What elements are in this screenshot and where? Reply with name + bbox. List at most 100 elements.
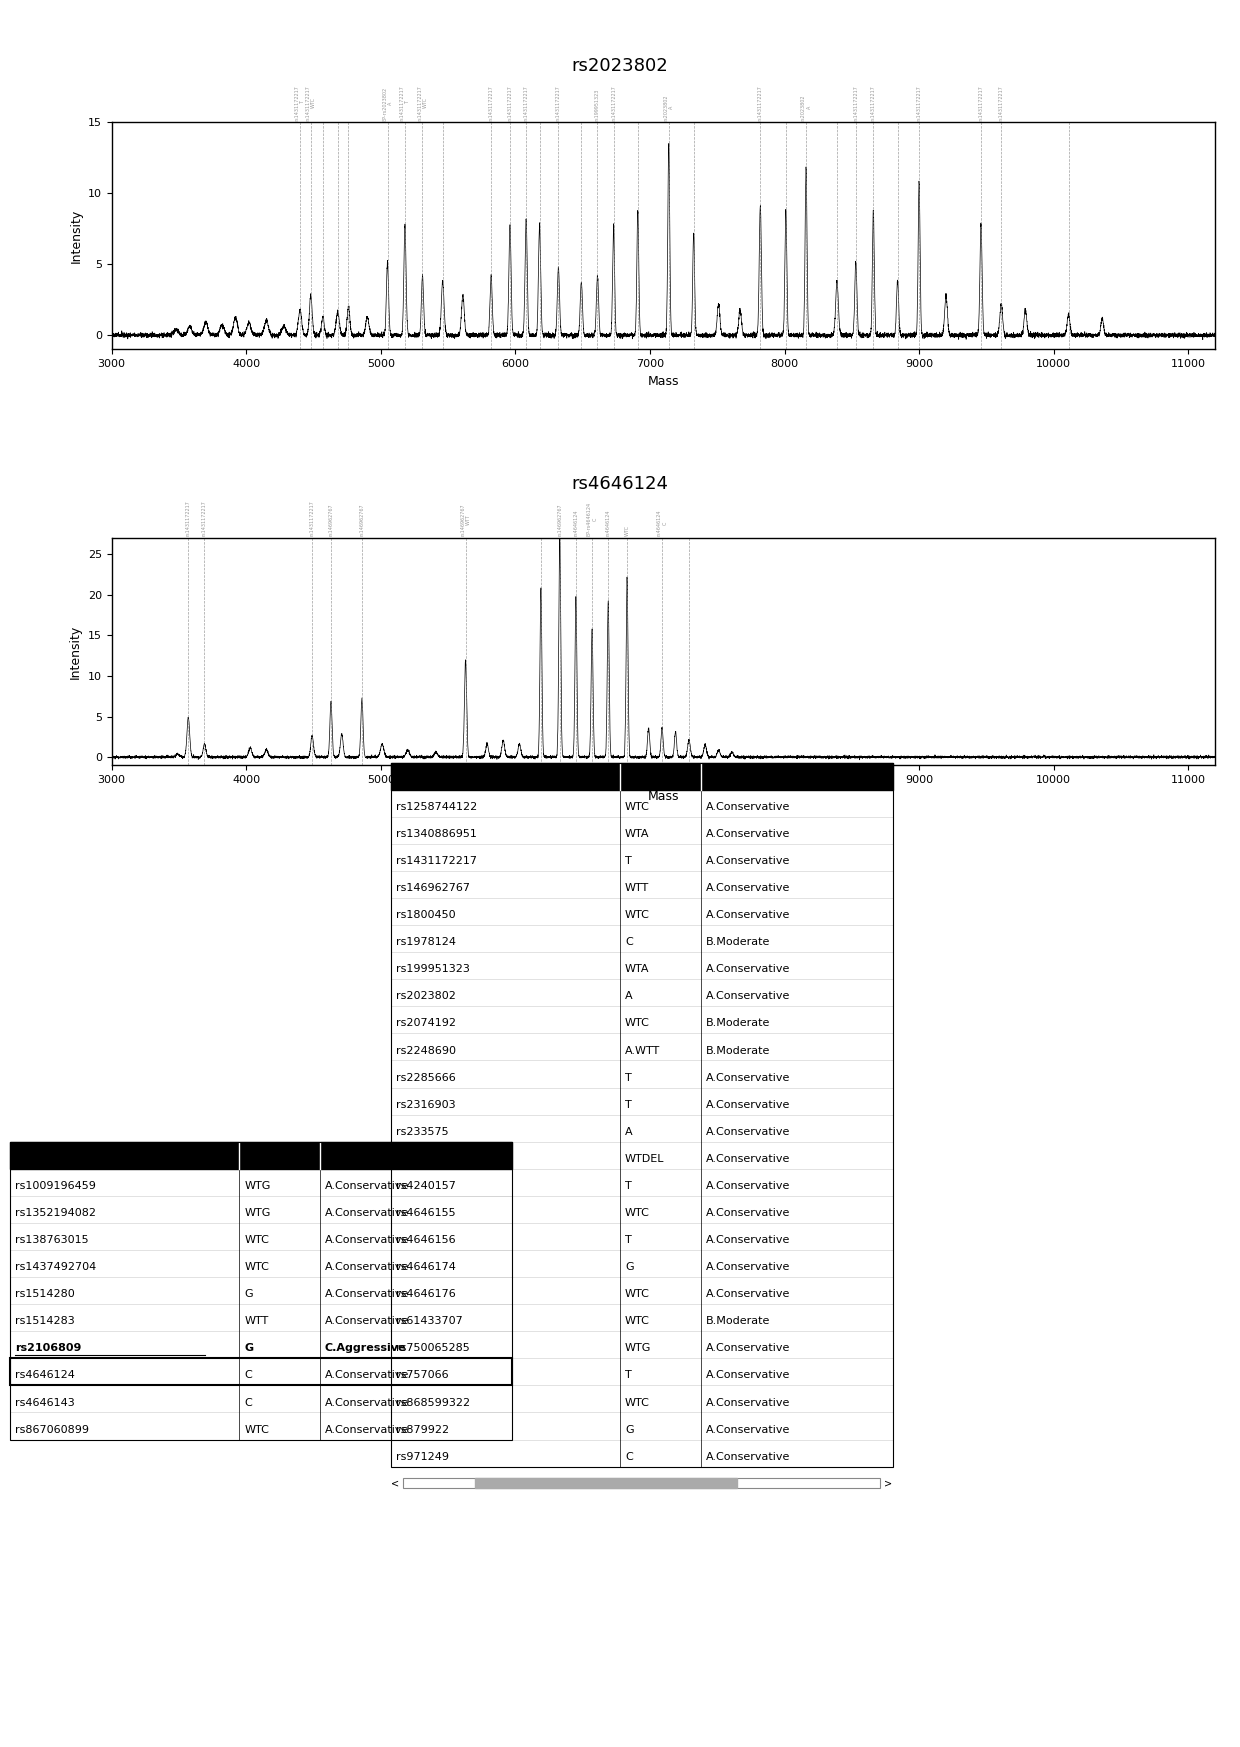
Text: A.Conservative: A.Conservative	[325, 1207, 409, 1218]
Text: rs199951323: rs199951323	[396, 964, 470, 975]
Text: A.Conservative: A.Conservative	[706, 828, 790, 839]
Text: rs1514283: rs1514283	[15, 1315, 74, 1326]
Text: A.Conservative: A.Conservative	[706, 910, 790, 921]
Text: A.Conservative: A.Conservative	[706, 802, 790, 812]
Text: T: T	[625, 1099, 631, 1109]
Text: rs1431172217: rs1431172217	[853, 84, 858, 121]
Text: rs4646124
C: rs4646124 C	[657, 510, 667, 536]
Text: C.Aggressive: C.Aggressive	[325, 1343, 407, 1354]
Text: A.Conservative: A.Conservative	[325, 1261, 409, 1272]
Text: A.Conservative: A.Conservative	[325, 1424, 409, 1434]
Text: rs1352194082: rs1352194082	[15, 1207, 95, 1218]
Text: A.Conservative: A.Conservative	[706, 1370, 790, 1380]
Text: rs2316903: rs2316903	[396, 1099, 455, 1109]
Text: A.Conservative: A.Conservative	[706, 1099, 790, 1109]
Text: rs1431172217
T: rs1431172217 T	[295, 84, 305, 121]
Text: T: T	[625, 1181, 631, 1191]
Text: rs1431172217
WTC: rs1431172217 WTC	[305, 84, 316, 121]
Text: C: C	[244, 1398, 252, 1408]
Text: A.WTT: A.WTT	[625, 1045, 660, 1055]
Text: rs2023802: rs2023802	[396, 991, 455, 1001]
Text: rs4646124: rs4646124	[15, 1370, 74, 1380]
Text: rs1431172217: rs1431172217	[758, 84, 763, 121]
Text: rs1431172217: rs1431172217	[396, 856, 476, 867]
Text: WTC: WTC	[625, 910, 650, 921]
Text: WTC: WTC	[244, 1261, 269, 1272]
Text: G: G	[625, 1261, 634, 1272]
Text: A.Conservative: A.Conservative	[706, 1073, 790, 1083]
Text: A.Conservative: A.Conservative	[706, 1343, 790, 1354]
Text: rs199951323: rs199951323	[595, 87, 600, 121]
Text: B.Moderate: B.Moderate	[706, 1315, 770, 1326]
Text: rs1978124: rs1978124	[396, 936, 455, 947]
Text: T: T	[625, 856, 631, 867]
Text: rs34998679: rs34998679	[396, 1153, 463, 1164]
Text: WTC: WTC	[244, 1424, 269, 1434]
Text: B.Moderate: B.Moderate	[706, 936, 770, 947]
Text: rs750065285: rs750065285	[396, 1343, 469, 1354]
Text: rs1431172217: rs1431172217	[523, 84, 528, 121]
Text: rs1340886951: rs1340886951	[396, 828, 476, 839]
Text: rs2023802
A: rs2023802 A	[663, 94, 675, 121]
Y-axis label: Intensity: Intensity	[69, 208, 82, 264]
Text: A.Conservative: A.Conservative	[706, 1261, 790, 1272]
Text: WTC: WTC	[625, 1315, 650, 1326]
Text: A.Conservative: A.Conservative	[325, 1181, 409, 1191]
Text: WTDEL: WTDEL	[625, 1153, 665, 1164]
Text: G: G	[625, 1424, 634, 1434]
Text: rs1800450: rs1800450	[396, 910, 455, 921]
Text: A.Conservative: A.Conservative	[706, 1235, 790, 1246]
Text: A.Conservative: A.Conservative	[706, 964, 790, 975]
Text: rs4646156: rs4646156	[396, 1235, 455, 1246]
Text: EP-rs4646124
C: EP-rs4646124 C	[587, 501, 598, 536]
Text: rs1431172217: rs1431172217	[507, 84, 512, 121]
Text: rs1514280: rs1514280	[15, 1289, 74, 1300]
Text: rs2248690: rs2248690	[396, 1045, 455, 1055]
Text: B.Moderate: B.Moderate	[706, 1019, 770, 1029]
Text: rs2074192: rs2074192	[396, 1019, 455, 1029]
Text: rs1431172217: rs1431172217	[489, 84, 494, 121]
Text: WTC: WTC	[625, 526, 630, 536]
Text: G: G	[244, 1343, 253, 1354]
Text: rs4646174: rs4646174	[396, 1261, 455, 1272]
Text: rs4240157: rs4240157	[396, 1181, 455, 1191]
Text: A.Conservative: A.Conservative	[325, 1370, 409, 1380]
Text: A.Conservative: A.Conservative	[706, 856, 790, 867]
Text: A.Conservative: A.Conservative	[706, 882, 790, 893]
Text: >: >	[884, 1478, 893, 1488]
Text: A.Conservative: A.Conservative	[325, 1398, 409, 1408]
Text: T: T	[625, 1370, 631, 1380]
Text: rs2023802: rs2023802	[572, 58, 668, 75]
Text: A.Conservative: A.Conservative	[325, 1235, 409, 1246]
Text: WTT: WTT	[244, 1315, 269, 1326]
Text: rs1258744122: rs1258744122	[396, 802, 477, 812]
Text: WTA: WTA	[625, 828, 650, 839]
Text: EP-rs2023802
A: EP-rs2023802 A	[382, 86, 393, 121]
Text: rs1431172217
T: rs1431172217 T	[399, 84, 410, 121]
Text: rs1431172217: rs1431172217	[916, 84, 921, 121]
Text: rs146962767: rs146962767	[557, 503, 562, 536]
Text: C: C	[625, 1452, 632, 1462]
Text: rs2285666: rs2285666	[396, 1073, 455, 1083]
Text: rs868599322: rs868599322	[396, 1398, 470, 1408]
Text: rs879922: rs879922	[396, 1424, 449, 1434]
Text: WTG: WTG	[244, 1181, 270, 1191]
Text: WTT: WTT	[625, 882, 650, 893]
Text: WTC: WTC	[244, 1235, 269, 1246]
Text: WTC: WTC	[625, 1207, 650, 1218]
Text: rs757066: rs757066	[396, 1370, 448, 1380]
Text: A.Conservative: A.Conservative	[706, 1181, 790, 1191]
Text: WTC: WTC	[625, 1398, 650, 1408]
Text: C: C	[625, 936, 632, 947]
Text: rs1431172217: rs1431172217	[186, 500, 191, 536]
Text: rs1431172217: rs1431172217	[998, 84, 1003, 121]
Text: rs138763015: rs138763015	[15, 1235, 88, 1246]
Text: rs146962767: rs146962767	[360, 503, 365, 536]
Text: rs4646176: rs4646176	[396, 1289, 455, 1300]
Text: A.Conservative: A.Conservative	[706, 991, 790, 1001]
Text: T: T	[625, 1073, 631, 1083]
Text: WTC: WTC	[625, 1019, 650, 1029]
Text: WTG: WTG	[244, 1207, 270, 1218]
Text: rs4646124: rs4646124	[572, 475, 668, 493]
Text: rs4646143: rs4646143	[15, 1398, 74, 1408]
